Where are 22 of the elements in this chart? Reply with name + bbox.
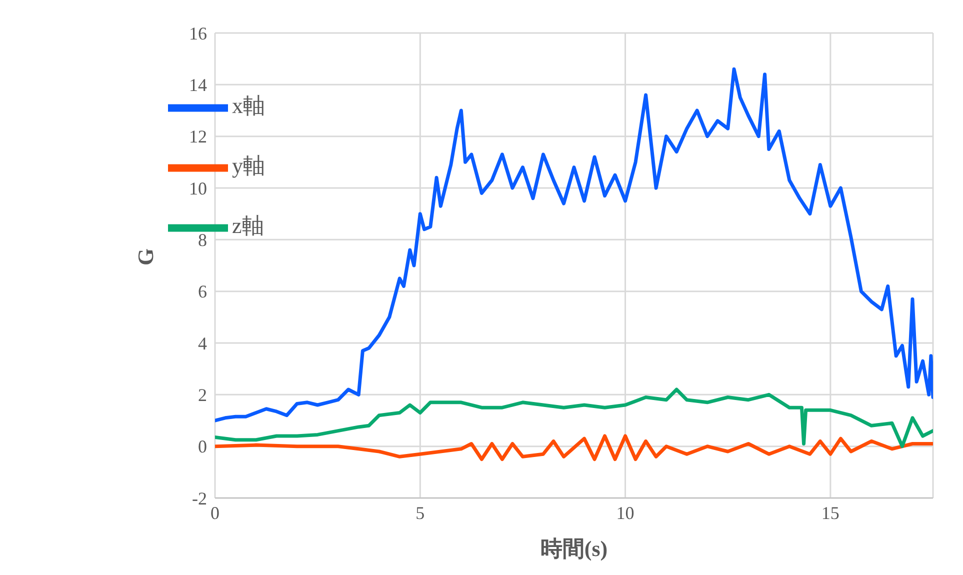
- y-tick-label: -2: [192, 488, 207, 508]
- line-series: [215, 67, 933, 422]
- x-tick-label: 10: [616, 502, 634, 523]
- y-tick-label: 4: [198, 333, 207, 354]
- legend-label: x軸: [232, 93, 265, 118]
- y-axis-title: G: [132, 248, 158, 266]
- legend-label: z軸: [232, 213, 264, 238]
- x-tick-label: 5: [416, 502, 425, 523]
- x-tick-label: 15: [821, 502, 840, 523]
- legend-label: y軸: [232, 153, 265, 178]
- x-tick-label: 0: [210, 502, 220, 523]
- y-tick-label: 14: [189, 75, 207, 96]
- line-series: [215, 388, 933, 448]
- y-tick-label: 10: [189, 178, 207, 198]
- y-tick-label: 8: [198, 230, 207, 250]
- line-series: [215, 434, 933, 461]
- x-axis-title: 時間(s): [540, 536, 608, 561]
- y-tick-label: 6: [198, 282, 207, 302]
- y-tick-label: 0: [198, 436, 207, 457]
- y-tick-label: 16: [189, 23, 207, 44]
- y-tick-label: 2: [198, 385, 207, 406]
- y-tick-label: 12: [189, 126, 207, 147]
